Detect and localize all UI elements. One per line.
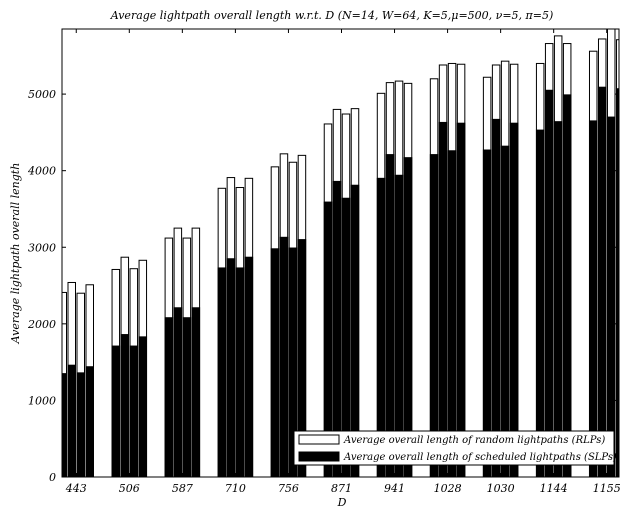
x-tick-label: 941	[384, 482, 405, 495]
y-axis-label: Average lightpath overall length	[9, 163, 22, 345]
bar-slps	[615, 88, 619, 477]
legend-box	[293, 430, 615, 466]
bar-slps	[288, 247, 298, 477]
bar-slps	[235, 267, 245, 477]
bar-slps	[438, 121, 448, 477]
x-tick-label: 1155	[593, 482, 620, 495]
bar-slps	[588, 120, 598, 477]
bar-slps	[270, 248, 280, 477]
x-tick-label: 1030	[487, 482, 515, 495]
bar-slps	[535, 129, 545, 477]
bar-slps	[447, 150, 457, 477]
x-tick-label: 1028	[434, 482, 462, 495]
bar-slps	[456, 122, 466, 477]
bar-slps	[191, 307, 201, 477]
bar-slps	[385, 154, 395, 477]
bar-slps	[62, 373, 67, 477]
x-axis-label: D	[337, 496, 347, 509]
legend-label-slps: Average overall length of scheduled ligh…	[343, 452, 617, 463]
legend-label-rlps: Average overall length of random lightpa…	[343, 435, 605, 446]
bar-slps	[85, 366, 94, 477]
x-tick-label: 1144	[540, 482, 568, 495]
legend: Average overall length of random lightpa…	[293, 430, 617, 466]
y-tick-label: 5000	[28, 88, 56, 101]
x-tick-label: 443	[65, 482, 87, 495]
bar-slps	[120, 334, 130, 477]
bar-slps	[500, 145, 510, 477]
bar-slps	[376, 177, 386, 477]
y-tick-label: 1000	[28, 394, 56, 407]
plot-frame	[61, 28, 620, 478]
bar-slps	[482, 149, 492, 477]
x-tick-label: 506	[119, 482, 140, 495]
x-tick-label: 587	[172, 482, 193, 495]
bar-slps	[323, 201, 333, 477]
bar-slps	[164, 317, 174, 477]
bar-slps	[562, 94, 572, 477]
bar-slps	[341, 197, 351, 477]
bar-slps	[67, 364, 76, 477]
bar-slps	[553, 121, 563, 477]
y-tick-label: 0	[49, 471, 56, 484]
x-tick-label: 871	[331, 482, 352, 495]
bar-slps	[217, 267, 227, 477]
legend-swatch-slps	[298, 451, 340, 462]
x-tick-label: 710	[225, 482, 246, 495]
legend-swatch-rlps	[298, 434, 340, 445]
ticks-layer: 443 506 587 710 756 871 941 1028 1030 1144 1155 0 10…	[27, 29, 620, 495]
bar-slps	[138, 336, 148, 477]
bar-slps	[403, 157, 413, 477]
bar-slps	[509, 122, 519, 477]
y-tick-label: 3000	[28, 241, 56, 254]
bar-slps	[332, 180, 342, 477]
bar-slps	[491, 118, 501, 477]
bar-slps	[76, 372, 85, 477]
bar-slps	[111, 345, 121, 477]
bar-slps	[429, 154, 439, 477]
bar-slps	[182, 317, 192, 477]
bars-layer	[62, 29, 619, 477]
bar-slps	[544, 89, 554, 477]
y-tick-label: 2000	[27, 318, 56, 331]
chart-title: Average lightpath overall length w.r.t. …	[110, 9, 554, 22]
bar-slps	[606, 116, 616, 477]
bar-slps	[226, 258, 236, 477]
y-tick-label: 4000	[27, 165, 56, 178]
bar-slps	[129, 345, 139, 477]
bar-slps	[279, 236, 289, 477]
bar-slps	[173, 307, 183, 477]
bar-slps	[394, 174, 404, 477]
bar-slps	[297, 239, 307, 477]
x-tick-label: 756	[278, 482, 299, 495]
bar-slps	[597, 86, 607, 477]
bar-slps	[244, 256, 254, 477]
